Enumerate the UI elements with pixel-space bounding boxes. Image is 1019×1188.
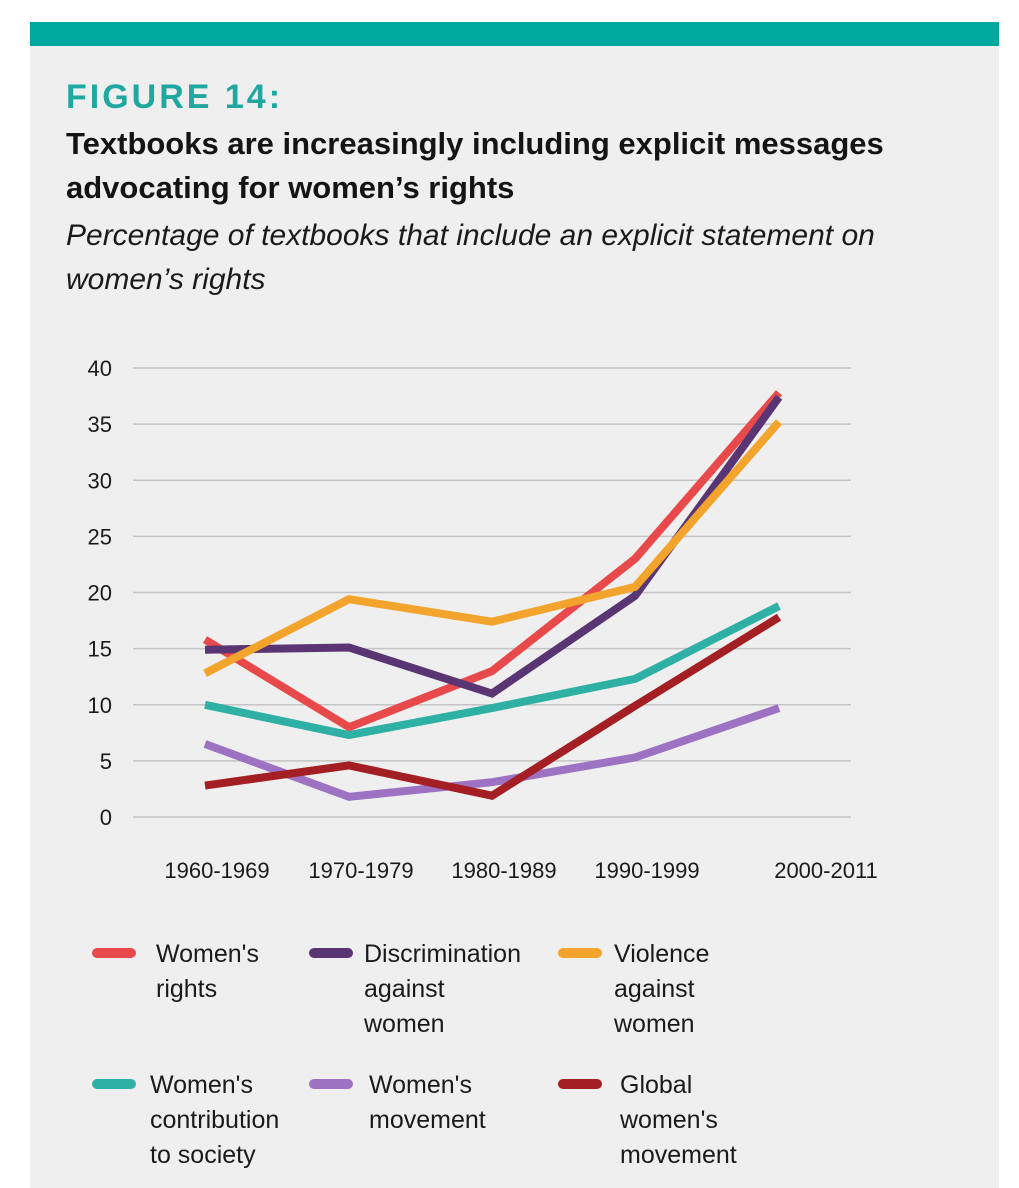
x-tick-label: 1980-1989 — [451, 858, 556, 883]
x-tick-label: 2000-2011 — [774, 858, 878, 883]
legend-label: Global women's movement — [620, 1071, 737, 1169]
legend-swatch — [309, 948, 353, 958]
y-tick-label: 35 — [88, 412, 112, 437]
x-tick-label: 1990-1999 — [594, 858, 699, 883]
series-line-0 — [202, 390, 783, 732]
y-tick-label: 15 — [88, 637, 112, 662]
legend-swatch — [92, 948, 136, 958]
figure-panel: FIGURE 14: Textbooks are increasingly in… — [30, 22, 999, 1188]
series-line-2 — [203, 419, 783, 677]
legend-swatch — [309, 1079, 353, 1089]
chart-subtitle: Percentage of textbooks that include an … — [66, 219, 875, 296]
y-tick-label: 10 — [88, 693, 112, 718]
y-tick-label: 0 — [100, 805, 112, 830]
series-line-4 — [203, 704, 781, 801]
legend-label: Women's contribution to society — [150, 1071, 280, 1169]
figure-label: FIGURE 14: — [66, 78, 284, 116]
accent-bar — [30, 22, 999, 46]
legend-swatch — [92, 1079, 136, 1089]
y-tick-label: 30 — [88, 468, 112, 493]
y-tick-label: 25 — [88, 524, 112, 549]
legend-label: Women's rights — [156, 940, 259, 1003]
legend-swatch — [558, 1079, 602, 1089]
legend-label: Women's movement — [369, 1071, 486, 1134]
x-tick-label: 1960-1969 — [164, 858, 269, 883]
legend-label: Violence against women — [614, 940, 710, 1038]
series-line-3 — [204, 602, 781, 740]
chart-title: Textbooks are increasingly including exp… — [66, 126, 884, 205]
y-tick-label: 20 — [88, 581, 112, 606]
y-tick-label: 5 — [100, 749, 112, 774]
y-tick-label: 40 — [88, 356, 112, 381]
series-line-5 — [204, 613, 782, 800]
x-tick-label: 1970-1979 — [308, 858, 413, 883]
legend-label: Discrimination against women — [364, 940, 521, 1038]
legend-swatch — [558, 948, 602, 958]
